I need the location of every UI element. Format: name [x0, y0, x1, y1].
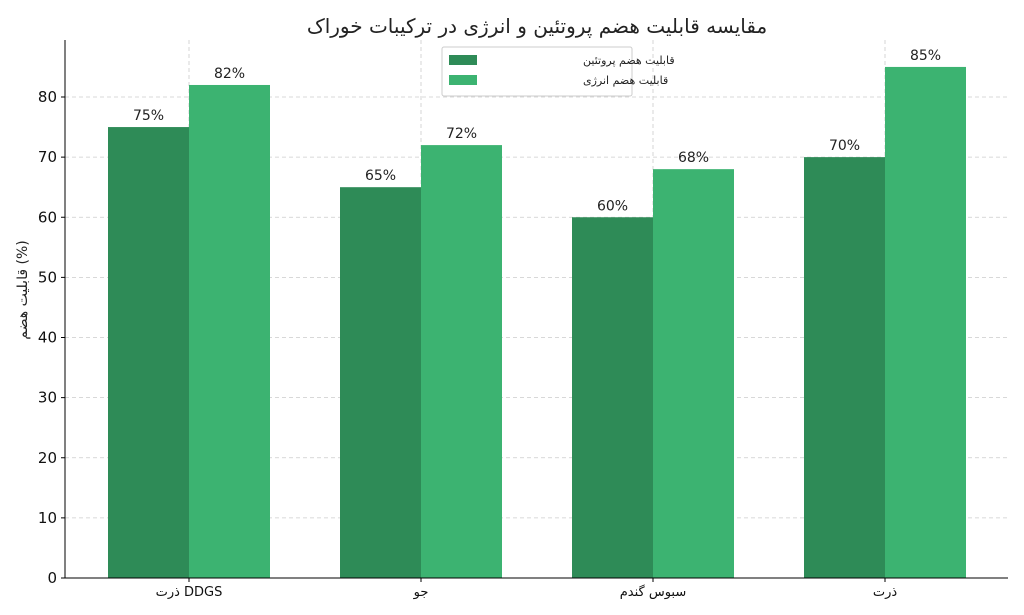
bar-energy: [653, 169, 734, 578]
legend: قابلیت هضم پروتئین قابلیت هضم انرژی: [441, 46, 675, 97]
bar-value-label: 60%: [597, 198, 628, 214]
x-tick-label: ذرت DDGS: [156, 585, 223, 600]
bar-energy: [421, 145, 502, 578]
y-tick-label: 60: [38, 208, 57, 226]
bar-protein: [108, 127, 189, 578]
bar-value-label: 68%: [678, 150, 709, 166]
bar-value-label: 72%: [446, 126, 477, 142]
x-tick-label: سبوس گندم: [620, 584, 687, 600]
bar-value-label: 85%: [910, 48, 941, 64]
bar-value-label: 75%: [133, 108, 164, 124]
legend-swatch: [449, 55, 477, 65]
legend-box: [441, 46, 633, 97]
y-axis-label: قابلیت هضم (%): [15, 240, 31, 339]
bar-energy: [885, 66, 966, 578]
legend-swatch: [449, 75, 477, 85]
x-tick-label: جو: [413, 585, 429, 600]
bar-protein: [572, 217, 653, 578]
y-tick-label: 40: [38, 329, 57, 347]
bar-value-label: 70%: [829, 138, 860, 154]
chart-title: مقایسه قابلیت هضم پروتئین و انرژی در ترک…: [307, 14, 767, 39]
y-tick-label: 70: [38, 148, 57, 166]
y-tick-label: 0: [47, 569, 57, 587]
y-tick-label: 80: [38, 88, 57, 106]
bar-protein: [340, 187, 421, 578]
legend-label: قابلیت هضم پروتئین: [583, 54, 675, 67]
x-tick-label: ذرت: [873, 585, 898, 600]
bar-value-label: 65%: [365, 168, 396, 184]
y-tick-label: 10: [38, 509, 57, 527]
y-tick-label: 20: [38, 449, 57, 467]
legend-label: قابلیت هضم انرژی: [583, 74, 668, 87]
bar-value-label: 82%: [214, 66, 245, 82]
bar-energy: [189, 84, 270, 578]
bar-protein: [804, 157, 885, 578]
y-tick-label: 50: [38, 268, 57, 286]
y-tick-label: 30: [38, 389, 57, 407]
